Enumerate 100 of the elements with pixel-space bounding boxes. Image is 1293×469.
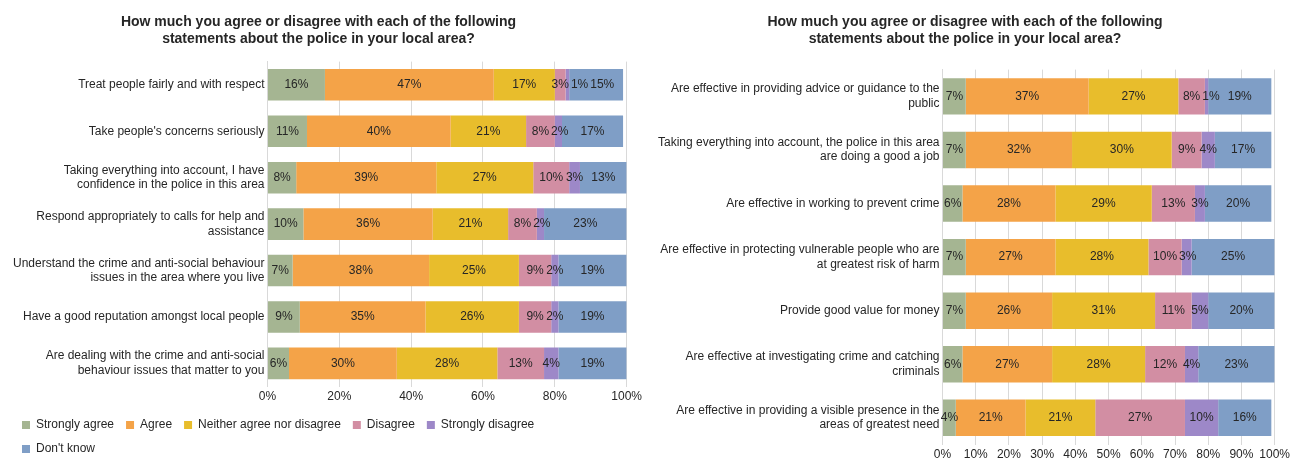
bar: [450, 115, 527, 148]
data-label: 17%: [580, 123, 605, 138]
data-label: 27%: [1128, 410, 1153, 425]
data-label: 7%: [945, 88, 964, 103]
y-tick-label: Are effective at investigating crime and catching criminals: [685, 349, 940, 378]
bar: [962, 185, 1056, 222]
bar: [965, 238, 1056, 276]
x-tick-label: 90%: [1229, 447, 1254, 462]
data-label: 13%: [1161, 195, 1186, 210]
data-label: 20%: [1226, 195, 1251, 210]
data-label: 27%: [1121, 88, 1146, 103]
bar: [943, 292, 966, 329]
bar: [965, 131, 1073, 169]
data-label: 2%: [551, 123, 569, 138]
x-tick-label: 70%: [1162, 447, 1188, 462]
data-label: 2%: [533, 216, 551, 231]
data-label: 8%: [1182, 88, 1201, 103]
x-tick-label: 40%: [399, 389, 424, 404]
data-label: 47%: [397, 77, 422, 92]
data-label: 31%: [1091, 302, 1116, 317]
data-label: 36%: [356, 216, 381, 231]
y-tick-label: Provide good value for money: [780, 302, 940, 317]
data-label: 10%: [273, 216, 299, 231]
data-label: 28%: [435, 355, 460, 370]
data-label: 21%: [458, 216, 483, 231]
data-label: 28%: [996, 195, 1022, 210]
data-label: 37%: [1015, 88, 1040, 103]
data-label: 19%: [580, 309, 605, 324]
data-label: 28%: [1089, 249, 1115, 264]
bar: [962, 346, 1053, 383]
y-tick-label: Are effective in providing advice or guidance to the public: [670, 81, 940, 110]
x-tick-label: 0%: [933, 447, 952, 462]
data-label: 35%: [350, 309, 375, 324]
data-label: 21%: [978, 410, 1003, 425]
bar: [1208, 292, 1275, 329]
data-label: 17%: [512, 77, 537, 92]
y-tick-label: Have a good reputation amongst local people: [22, 309, 265, 324]
bar: [1145, 346, 1185, 383]
y-tick-label: Treat people fairly and with respect: [78, 77, 266, 92]
data-label: 29%: [1091, 195, 1116, 210]
data-label: 19%: [1227, 88, 1253, 103]
bar: [1025, 399, 1096, 437]
data-label: 13%: [591, 169, 616, 184]
data-label: 5%: [1191, 302, 1209, 317]
data-label: 7%: [271, 262, 290, 277]
x-tick-label: 20%: [996, 447, 1022, 462]
bar: [1218, 399, 1272, 437]
data-label: 26%: [996, 302, 1022, 317]
bar: [436, 161, 534, 194]
y-tick-label: Respond appropriately to calls for help and assistance: [36, 209, 265, 238]
bar: [432, 208, 509, 240]
x-tick-label: 100%: [611, 389, 643, 404]
x-tick-label: 20%: [327, 389, 352, 404]
bar: [267, 115, 307, 148]
data-label: 12%: [1153, 356, 1178, 371]
data-label: 9%: [1177, 142, 1196, 157]
data-label: 25%: [461, 262, 487, 277]
data-label: 39%: [354, 169, 379, 184]
bar: [299, 301, 426, 333]
x-tick-label: 0%: [258, 389, 277, 404]
x-tick-label: 40%: [1063, 447, 1088, 462]
data-label: 19%: [580, 355, 605, 370]
chart-title: How much you agree or disagree with each of the following statements about the police in your local area?: [767, 13, 1163, 47]
y-tick-label: Taking everything into account, the police in this area are doing a good a job: [657, 135, 940, 164]
data-label: 7%: [945, 142, 964, 157]
data-label: 38%: [348, 262, 374, 277]
data-label: 3%: [565, 169, 584, 184]
bar: [943, 78, 966, 115]
bar: [1052, 346, 1146, 383]
y-tick-label: Are dealing with the crime and anti-social behaviour issues that matter to you: [45, 348, 265, 377]
y-tick-label: Understand the crime and anti-social behaviour issues in the area where you live: [12, 255, 265, 285]
bar: [267, 69, 325, 101]
data-label: 26%: [460, 309, 485, 324]
data-label: 10%: [539, 169, 564, 184]
data-label: 27%: [998, 249, 1023, 264]
data-label: 13%: [508, 355, 534, 370]
data-label: 17%: [1231, 142, 1256, 157]
x-tick-label: 60%: [1129, 447, 1155, 462]
data-label: 23%: [573, 216, 598, 231]
data-label: 6%: [944, 356, 962, 371]
data-label: 11%: [1161, 302, 1186, 317]
data-label: 21%: [476, 123, 501, 138]
x-tick-label: 80%: [1196, 447, 1221, 462]
data-label: 2%: [546, 262, 564, 277]
bar: [324, 69, 494, 101]
data-label: 15%: [590, 77, 615, 92]
data-label: 8%: [531, 123, 550, 138]
bar: [1055, 238, 1149, 276]
data-label: 4%: [1182, 356, 1201, 371]
y-tick-label: Are effective in protecting vulnerable people who are at greatest risk of harm: [660, 242, 940, 271]
data-label: 30%: [1109, 142, 1135, 157]
bar: [558, 347, 627, 380]
data-label: 6%: [269, 355, 288, 370]
bar: [396, 347, 498, 380]
data-label: 21%: [1048, 410, 1073, 425]
data-label: 9%: [275, 309, 293, 324]
data-label: 4%: [1199, 142, 1218, 157]
data-label: 27%: [995, 356, 1020, 371]
bar: [292, 254, 430, 287]
data-label: 8%: [273, 169, 292, 184]
